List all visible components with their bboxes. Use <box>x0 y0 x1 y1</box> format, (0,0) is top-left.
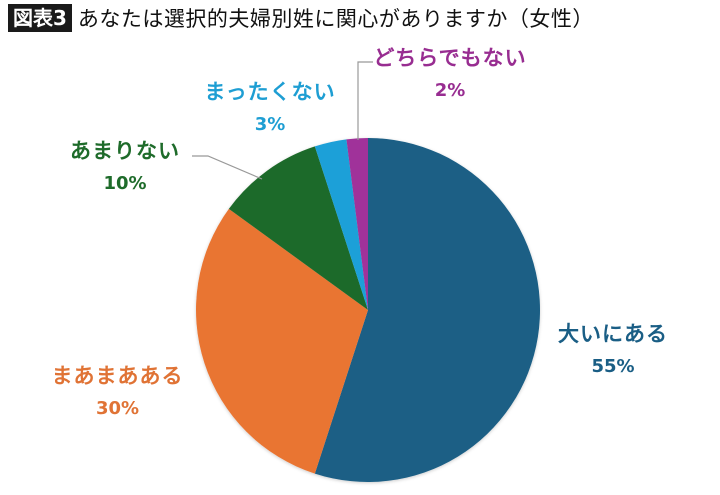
slice-mattaku-nai <box>314 139 368 310</box>
slice-amari-nai <box>228 146 368 310</box>
chart-title: あなたは選択的夫婦別姓に関心がありますか（女性） <box>77 7 594 31</box>
leader-line-amarinai <box>192 155 263 180</box>
slice-maamaa-aru <box>196 208 368 474</box>
label-mattaku-nai: まったくない 3% <box>204 80 336 135</box>
label-amari-nai: あまりない 10% <box>70 139 180 194</box>
label-maamaa-aru: まあまあある 30% <box>51 364 184 419</box>
slice-dochirademo-nai <box>346 138 368 310</box>
leader-line-dochirademonai <box>357 61 373 140</box>
figure-badge: 図表3 <box>8 4 72 32</box>
slice-oini-aru <box>314 138 540 482</box>
label-oini-aru: 大いにある 55% <box>558 322 668 377</box>
label-dochirademo-nai: どちらでもない 2% <box>373 46 527 101</box>
chart-title-row: 図表3 あなたは選択的夫婦別姓に関心がありますか（女性） <box>8 3 594 33</box>
